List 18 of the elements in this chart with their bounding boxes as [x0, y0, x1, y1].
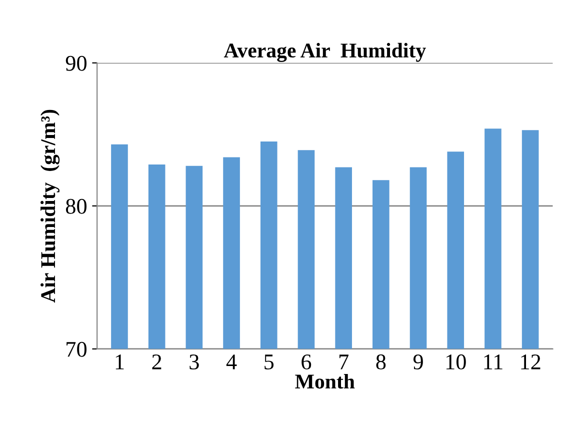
- y-axis-title: Air Humidity (gr/m³): [40, 110, 60, 303]
- y-tick-label: 70: [66, 342, 86, 357]
- x-tick-label: 10: [446, 354, 466, 370]
- x-tick-label: 1: [116, 354, 124, 370]
- chart-title: Average Air Humidity: [224, 42, 426, 62]
- x-tick-label: 3: [190, 354, 199, 370]
- y-tick-label: 80: [66, 198, 86, 214]
- x-tick-label: 5: [264, 354, 274, 370]
- x-tick-label: 4: [226, 354, 237, 370]
- x-axis-title: Month: [295, 374, 355, 389]
- x-tick-label: 2: [152, 354, 162, 370]
- x-tick-label: 11: [484, 354, 502, 370]
- x-tick-label: 6: [302, 354, 312, 370]
- x-tick-label: 8: [376, 354, 386, 370]
- x-tick-label: 9: [413, 354, 423, 370]
- x-tick-label: 7: [339, 354, 348, 370]
- x-tick-label: 12: [521, 354, 540, 370]
- y-tick-label: 90: [66, 56, 86, 71]
